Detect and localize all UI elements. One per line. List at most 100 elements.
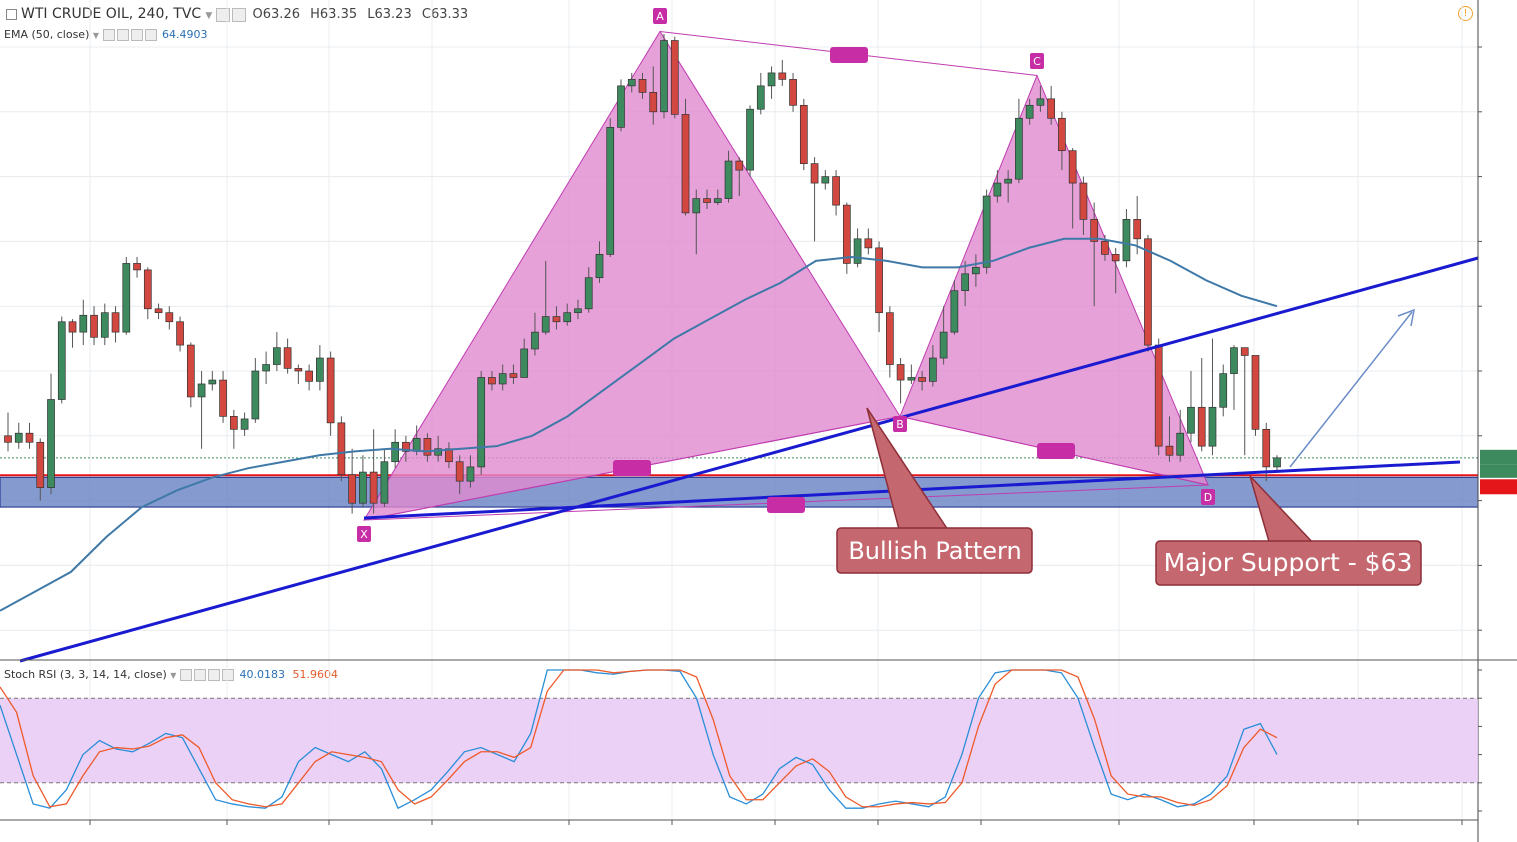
stoch-label[interactable]: Stoch RSI (3, 3, 14, 14, close) xyxy=(4,668,167,681)
pattern-labels: X A B C D xyxy=(357,8,1215,542)
candle-up xyxy=(47,399,55,488)
candle-up xyxy=(14,432,23,443)
symbol-label[interactable]: WTI CRUDE OIL, 240, TVC xyxy=(21,6,202,22)
candle-down xyxy=(348,474,356,504)
candle-up xyxy=(520,348,529,378)
candle-down xyxy=(326,357,335,424)
candle-down xyxy=(90,314,98,338)
candle-down xyxy=(337,422,346,476)
candle-up xyxy=(929,357,937,382)
ema-legend: EMA (50, close) ▼ 64.4903 xyxy=(4,28,208,41)
candle-up xyxy=(262,364,270,372)
candle-up xyxy=(1122,219,1131,262)
candle-down xyxy=(165,312,174,323)
ratio-badge xyxy=(613,460,651,476)
candle-down xyxy=(1154,344,1163,447)
candle-down xyxy=(552,316,561,323)
candle-up xyxy=(627,79,636,87)
candle-down xyxy=(283,347,292,369)
projection-arrow xyxy=(1289,311,1413,468)
candle-up xyxy=(1230,347,1238,374)
ema-value: 64.4903 xyxy=(162,28,208,41)
point-a-label: A xyxy=(656,10,664,23)
candle-down xyxy=(1144,238,1152,346)
candle-up xyxy=(939,331,948,359)
candle-down xyxy=(864,238,873,249)
dropdown-chevron-icon[interactable]: ▼ xyxy=(92,31,100,40)
candle-down xyxy=(68,321,77,333)
stoch-d-line xyxy=(0,669,1278,808)
candle-up xyxy=(972,266,980,275)
bullish-callout-box xyxy=(836,527,1033,574)
point-b-badge xyxy=(893,416,907,432)
candle-up xyxy=(1187,406,1195,434)
candle-up xyxy=(1004,178,1012,184)
candle-down xyxy=(649,92,658,113)
candle-down xyxy=(133,263,141,271)
countdown-badge xyxy=(1480,464,1517,478)
candle-up xyxy=(541,316,550,333)
point-d-label: D xyxy=(1204,491,1212,504)
candle-down xyxy=(1240,347,1249,356)
candle-up xyxy=(584,277,593,310)
stoch-k-value: 40.0183 xyxy=(239,668,285,681)
chart-title-bar: WTI CRUDE OIL, 240, TVC ▼ O63.26 H63.35 … xyxy=(6,6,468,22)
candle-up xyxy=(380,461,389,504)
point-a-badge xyxy=(653,8,667,24)
candle-up xyxy=(477,377,486,468)
candles xyxy=(4,34,1281,514)
candle-down xyxy=(229,416,238,430)
dropdown-chevron-icon[interactable]: ▼ xyxy=(205,11,213,21)
rsi-band xyxy=(0,698,1478,783)
dropdown-chevron-icon[interactable]: ▼ xyxy=(170,671,177,680)
ema-line xyxy=(0,237,1278,612)
candle-down xyxy=(186,344,195,398)
alert-icon[interactable]: ! xyxy=(1458,6,1473,21)
indicator-settings-icons[interactable] xyxy=(179,668,236,681)
last-price-badge xyxy=(1480,449,1517,465)
candle-up xyxy=(606,127,615,255)
ratio-badge xyxy=(830,47,868,63)
ohlc-high: H63.35 xyxy=(310,7,358,22)
point-c-label: C xyxy=(1033,55,1041,68)
candle-down xyxy=(810,163,819,184)
ema-label[interactable]: EMA (50, close) xyxy=(4,28,90,41)
candle-down xyxy=(842,204,851,264)
candle-down xyxy=(305,370,313,382)
arrow-head-icon xyxy=(1397,308,1415,327)
candle-up xyxy=(1036,98,1045,106)
candle-up xyxy=(208,379,217,385)
candle-down xyxy=(885,312,894,365)
point-d-badge xyxy=(1201,489,1215,505)
candle-up xyxy=(434,448,443,456)
candle-up xyxy=(950,290,959,333)
collapse-icon[interactable] xyxy=(6,9,17,20)
major-support-text: Major Support - $63 xyxy=(1164,548,1413,577)
ohlc-open: O63.26 xyxy=(252,7,300,22)
harmonic-xab-triangle xyxy=(362,30,901,521)
bullish-callout-pointer xyxy=(866,407,952,534)
candle-down xyxy=(832,176,840,206)
candle-up xyxy=(767,72,776,87)
candle-down xyxy=(799,104,808,164)
candle-up xyxy=(756,85,765,110)
candle-down xyxy=(509,373,518,378)
candle-up xyxy=(993,182,1002,197)
candle-up xyxy=(617,85,625,128)
candle-down xyxy=(638,79,647,93)
candle-down xyxy=(25,432,34,443)
ema-50-line xyxy=(0,237,1278,612)
point-c-badge xyxy=(1030,53,1044,69)
candle-up xyxy=(853,238,862,264)
stoch-legend: Stoch RSI (3, 3, 14, 14, close) ▼ 40.018… xyxy=(4,668,338,681)
stoch-rsi-pane xyxy=(0,669,1482,812)
candle-down xyxy=(143,269,152,310)
callouts: Bullish Pattern Major Support - $63 xyxy=(836,407,1422,586)
support-callout-box xyxy=(1155,540,1422,586)
indicator-settings-icons[interactable] xyxy=(102,28,159,41)
candle-down xyxy=(1262,428,1271,468)
candle-up xyxy=(122,263,131,333)
candle-up xyxy=(574,308,582,314)
point-b-label: B xyxy=(896,418,904,431)
